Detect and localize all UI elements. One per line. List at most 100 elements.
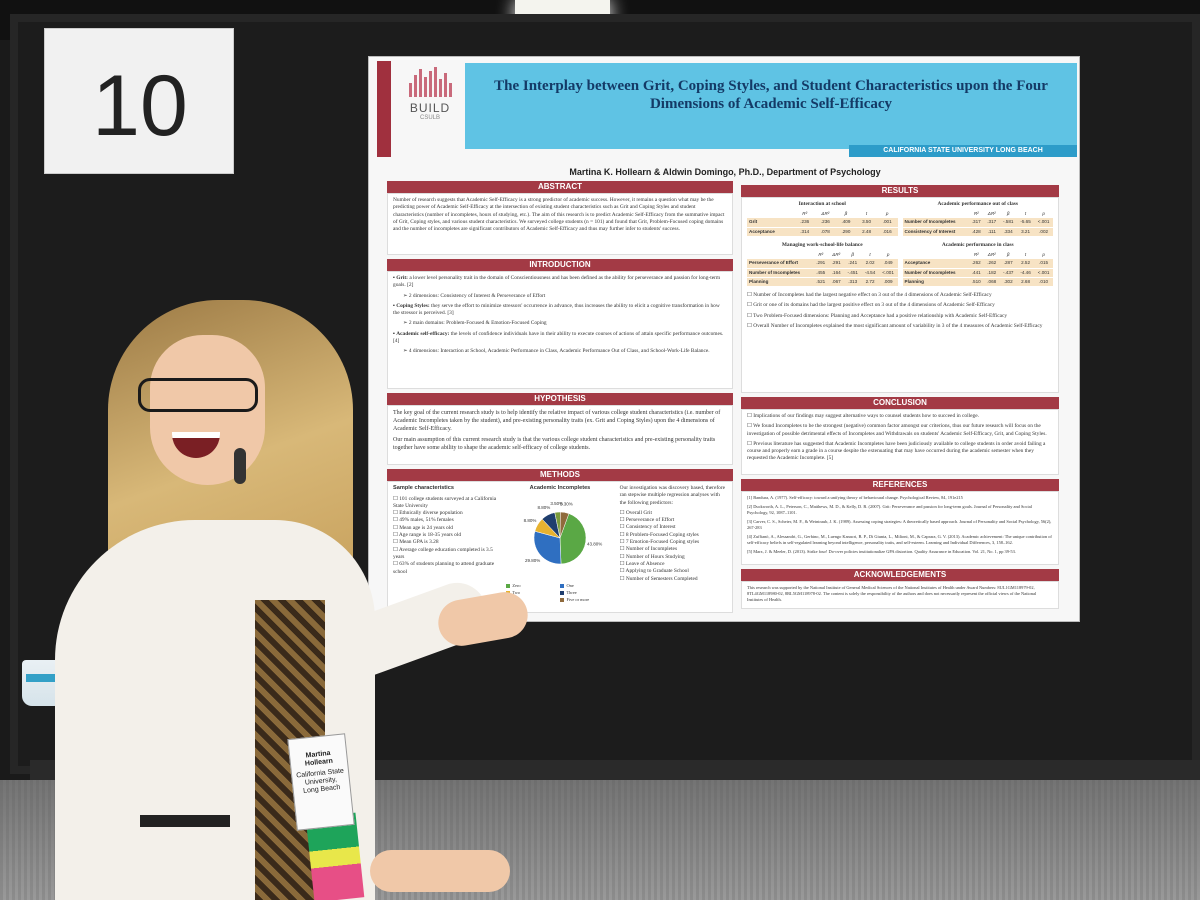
- result-cell: 3.50: [856, 218, 877, 228]
- coping-sub-text: 2 main domains: Problem-Focused & Emotio…: [408, 320, 547, 327]
- legend-item: Zero: [506, 583, 559, 589]
- pie-column: Academic Incompletes 43.80% 29.80% 8.80% 8.…: [506, 485, 613, 609]
- result-row: Planning .521.067.313 2.72.009: [747, 277, 898, 287]
- result-row: Grit .236.236.409 3.50.001: [747, 218, 898, 228]
- university-band: CALIFORNIA STATE UNIVERSITY LONG BEACH: [849, 145, 1077, 157]
- reference-item: [1] Bandura, A. (1977). Self-efficacy: t…: [747, 495, 963, 500]
- result-col-header: [903, 210, 969, 218]
- result-header-row: R² ΔR² β t p: [903, 210, 1054, 218]
- sample-item: ☐ 101 college students surveyed at a Cal…: [393, 496, 500, 511]
- predictor-item-text: Perseverance of Effort: [625, 517, 675, 524]
- presenter-lower-hand: [370, 850, 510, 892]
- checkbox-icon: ☐: [747, 440, 754, 447]
- grit-term: Grit:: [396, 275, 408, 281]
- results-tables: Interaction at school R² ΔR² β t p Grit .236.23…: [747, 201, 1053, 287]
- checkbox-icon: ☐: [393, 510, 400, 517]
- result-cell: .111: [984, 227, 1000, 237]
- predictor-item-text: Number of Hours Studying: [625, 553, 685, 560]
- sample-item: ☐ 49% males, 51% females: [393, 517, 500, 524]
- predictor-item-text: Consistency of Interest: [625, 524, 676, 531]
- hypothesis-p1: The key goal of the current research stu…: [393, 410, 721, 433]
- poster-title: The Interplay between Grit, Coping Style…: [494, 78, 1048, 112]
- result-cell: <.001: [1034, 218, 1053, 228]
- result-cell: -4.54: [861, 268, 879, 278]
- pie-slice: [559, 511, 570, 538]
- pie-data-label: 5.30%: [560, 501, 573, 506]
- sample-item-text: Age range is 18-35 years old: [398, 532, 462, 539]
- reference-item: [2] Duckworth, A. L., Peterson, C., Matt…: [747, 503, 1032, 515]
- checkbox-icon: ☐: [619, 568, 626, 575]
- badge-name: Martina Hollearn: [304, 749, 334, 768]
- grit-text: a lower level personality trait in the d…: [393, 275, 721, 289]
- result-row-label: Perseverance of Effort: [747, 259, 813, 269]
- result-table-block: Managing work-school-life balance R² ΔR² β t…: [747, 242, 898, 287]
- checkbox-icon: ☐: [619, 546, 626, 553]
- result-col-header: [903, 251, 969, 259]
- sample-item-text: Average college education completed is 3…: [393, 546, 493, 560]
- checkbox-icon: ☐: [747, 302, 754, 309]
- result-cell: .262: [984, 259, 1000, 269]
- sample-item-text: 101 college students surveyed at a Calif…: [393, 495, 497, 509]
- checkbox-icon: ☐: [747, 413, 754, 419]
- methods-heading: METHODS: [387, 469, 733, 481]
- result-table-title: Academic performance out of class: [937, 201, 1019, 207]
- booth-number: 10: [92, 58, 188, 154]
- result-col-header: R²: [973, 211, 979, 217]
- legend-item: Five or more: [560, 597, 613, 603]
- legend-label: Zero: [512, 582, 521, 588]
- result-col-header: t: [1024, 252, 1027, 258]
- result-table-title: Academic performance in class: [941, 241, 1014, 248]
- result-cell: .015: [1034, 259, 1053, 269]
- sample-item-text: 63% of students planning to attend gradu…: [393, 561, 495, 575]
- result-row: Consistency of Interest .428.111.334 3.21.…: [902, 227, 1053, 237]
- checkbox-icon: ☐: [619, 539, 626, 546]
- result-cell: <.001: [878, 268, 898, 278]
- acknowledgements-text: This research was supported by the Natio…: [747, 585, 1037, 602]
- result-cell: -.437: [999, 268, 1017, 278]
- coping-term: Coping Styles:: [396, 302, 430, 309]
- result-col-header: ΔR²: [987, 211, 996, 217]
- left-column: ABSTRACT Number of research suggests tha…: [387, 181, 733, 613]
- sample-item: ☐ Mean age is 24 years old: [393, 525, 500, 532]
- result-cell: <.001: [1034, 268, 1053, 278]
- result-cell: .521: [812, 277, 829, 287]
- checkbox-icon: ☐: [393, 561, 400, 568]
- result-cell: .317: [984, 218, 1000, 228]
- reference-item: [3] Carver, C. S., Scheier, M. F., & Wei…: [747, 518, 1052, 530]
- result-col-header: [747, 251, 813, 259]
- intro-coping: ▪ Coping Styles: they serve the effort t…: [393, 302, 720, 317]
- result-cell: .164: [828, 268, 845, 278]
- legend-label: Two: [512, 589, 521, 595]
- predictor-item-text: Leave of Absence: [625, 560, 665, 567]
- result-row: Perseverance of Effort .291.291.241 2.02.0…: [747, 259, 898, 269]
- result-cell: .317: [968, 218, 984, 228]
- result-col-header: p: [1042, 211, 1045, 217]
- incompletes-pie-chart: 43.80%29.80%8.80%8.80%3.50%5.30%: [524, 501, 602, 564]
- sample-item: ☐ 63% of students planning to attend gra…: [393, 561, 500, 576]
- badge-affiliation: California State University, Long Beach: [295, 767, 345, 795]
- sample-item-text: 49% males, 51% females: [399, 517, 454, 524]
- result-row-label: Number of Incompletes: [747, 268, 813, 278]
- result-cell: .078: [815, 227, 836, 237]
- result-cell: .510: [968, 277, 984, 287]
- result-col-header: β: [1006, 252, 1010, 258]
- checkbox-icon: ☐: [619, 509, 626, 516]
- predictors-intro: Our investigation was discovery based, t…: [619, 485, 726, 506]
- pie-data-label: 43.80%: [587, 541, 602, 546]
- result-cell: .016: [876, 227, 898, 237]
- result-cell: 3.21: [1016, 227, 1035, 237]
- result-bullet: ☐ Two Problem-Focused dimensions: Planni…: [747, 313, 1053, 320]
- reference-item: [4] Zuffianò, A., Alessandri, G., Gerbin…: [747, 533, 1052, 545]
- legend-swatch: [560, 590, 565, 595]
- result-cell: -4.46: [1016, 268, 1035, 278]
- result-cell: .009: [878, 277, 898, 287]
- predictor-item-text: Overall Grit: [625, 509, 653, 516]
- result-row-label: Number of Incompletes: [902, 218, 969, 228]
- result-row-label: Number of Incompletes: [902, 268, 969, 278]
- results-bullets: ☐ Number of Incompletes had the largest …: [747, 292, 1053, 330]
- result-bullet-text: Overall Number of Incompletes explained …: [753, 322, 1043, 329]
- sample-item: ☐ Average college education completed is…: [393, 547, 500, 562]
- result-table: R² ΔR² β t p Perseverance of Effort .291.291.2…: [747, 251, 898, 287]
- sample-item-text: Ethnically diverse population: [399, 510, 463, 517]
- result-bullet-text: Number of Incompletes had the largest ne…: [753, 291, 992, 298]
